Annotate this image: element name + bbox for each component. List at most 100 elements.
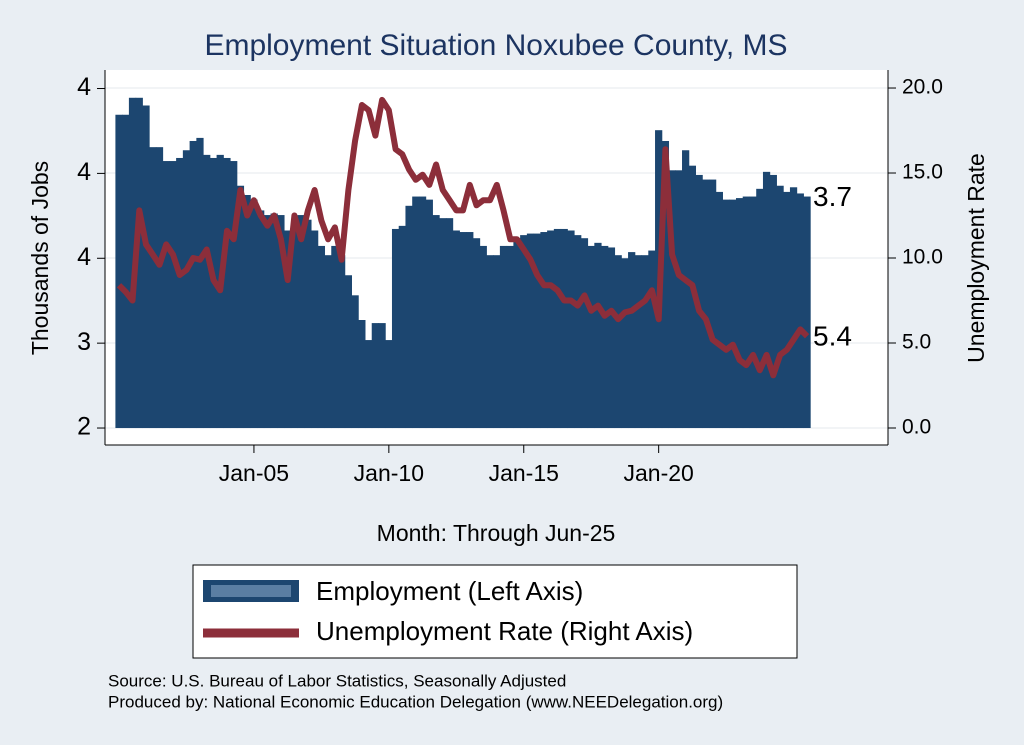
employment-bar xyxy=(459,232,467,429)
y2-tick-label: 0.0 xyxy=(902,416,931,439)
y-tick-label: 2 xyxy=(77,413,91,441)
employment-bar xyxy=(702,179,710,429)
employment-bar xyxy=(506,245,514,429)
employment-bar xyxy=(439,218,447,429)
employment-bar xyxy=(547,230,555,429)
employment-bar xyxy=(560,228,568,429)
employment-bar xyxy=(756,188,764,429)
x-axis-label: Month: Through Jun-25 xyxy=(377,520,616,546)
legend-label: Employment (Left Axis) xyxy=(316,576,583,606)
y2-axis-label: Unemployment Rate xyxy=(963,153,989,363)
employment-bar xyxy=(574,235,582,429)
employment-bar xyxy=(661,140,670,429)
employment-bar xyxy=(358,320,366,429)
legend-swatch-inner xyxy=(211,585,291,597)
employment-bar xyxy=(594,242,602,429)
employment-bar xyxy=(250,199,258,429)
x-tick-label: Jan-10 xyxy=(354,460,424,486)
employment-bar xyxy=(378,323,386,429)
employment-bar xyxy=(533,233,541,429)
employment-bar xyxy=(783,191,791,429)
employment-bar xyxy=(526,233,535,429)
employment-bar xyxy=(297,215,305,429)
employment-bar xyxy=(769,174,777,429)
y2-tick-label: 15.0 xyxy=(902,161,943,184)
y-tick-label: 3 xyxy=(77,328,91,356)
employment-bar xyxy=(668,170,676,429)
employment-bar xyxy=(493,255,501,429)
employment-bar xyxy=(270,213,278,429)
employment-bar xyxy=(614,255,622,429)
legend-label: Unemployment Rate (Right Axis) xyxy=(316,616,693,646)
employment-bar xyxy=(398,225,406,429)
employment-bar xyxy=(324,255,332,429)
employment-bar xyxy=(445,218,454,429)
employment-bar xyxy=(499,245,508,429)
y-tick-label: 4 xyxy=(77,73,91,101)
y-tick-label: 4 xyxy=(77,243,91,271)
employment-bar xyxy=(317,245,326,429)
employment-bar xyxy=(472,238,481,429)
employment-bar xyxy=(115,114,123,429)
producer-note: Produced by: National Economic Education… xyxy=(108,692,723,711)
employment-bar xyxy=(789,187,798,429)
employment-bar xyxy=(149,147,157,429)
employment-bar xyxy=(236,185,245,429)
employment-bar xyxy=(243,195,251,429)
employment-bar xyxy=(796,193,804,429)
employment-bar xyxy=(169,161,177,429)
employment-bar xyxy=(122,114,130,429)
employment-bar xyxy=(391,228,400,429)
employment-bar xyxy=(540,232,548,429)
employment-bar xyxy=(405,205,413,429)
employment-bar xyxy=(142,105,150,429)
source-note: Source: U.S. Bureau of Labor Statistics,… xyxy=(108,671,566,690)
employment-bar xyxy=(257,210,265,429)
employment-bar xyxy=(729,199,737,429)
y2-tick-label: 10.0 xyxy=(902,246,943,269)
employment-bar xyxy=(675,170,683,429)
employment-bar xyxy=(290,225,299,429)
employment-bar xyxy=(135,97,143,429)
employment-bar xyxy=(182,150,191,429)
y-axis-label: Thousands of Jobs xyxy=(27,161,53,355)
employment-bar xyxy=(223,157,231,429)
employment-bar xyxy=(176,157,184,429)
employment-bar xyxy=(466,232,474,429)
x-tick-label: Jan-15 xyxy=(489,460,559,486)
employment-bar xyxy=(364,340,373,429)
employment-bar xyxy=(263,215,272,429)
employment-bar xyxy=(762,171,771,429)
x-tick-label: Jan-20 xyxy=(623,460,693,486)
end-value-label: 5.4 xyxy=(813,321,852,352)
employment-bar xyxy=(371,323,379,429)
employment-bar xyxy=(513,238,521,429)
employment-bar xyxy=(735,198,744,429)
employment-bar xyxy=(722,199,730,429)
employment-bar xyxy=(162,161,170,429)
employment-bar xyxy=(412,196,420,429)
employment-bar xyxy=(601,245,609,429)
employment-bar xyxy=(385,340,393,429)
employment-bar xyxy=(553,228,562,429)
employment-bar xyxy=(432,215,440,429)
employment-bar xyxy=(209,157,218,429)
employment-bar xyxy=(479,245,487,429)
employment-bar xyxy=(344,275,352,429)
employment-bar xyxy=(628,252,636,429)
employment-bar xyxy=(621,258,629,429)
employment-bar xyxy=(708,179,717,429)
employment-bar xyxy=(567,230,575,429)
employment-bar xyxy=(284,230,292,429)
employment-bar xyxy=(486,255,494,429)
employment-bar xyxy=(580,238,589,429)
employment-bar xyxy=(418,196,427,429)
employment-bar xyxy=(338,255,346,429)
employment-bar xyxy=(715,191,723,429)
employment-bar xyxy=(425,199,433,429)
employment-bar xyxy=(634,255,643,429)
employment-bar xyxy=(155,147,164,429)
end-value-label: 3.7 xyxy=(813,181,852,212)
